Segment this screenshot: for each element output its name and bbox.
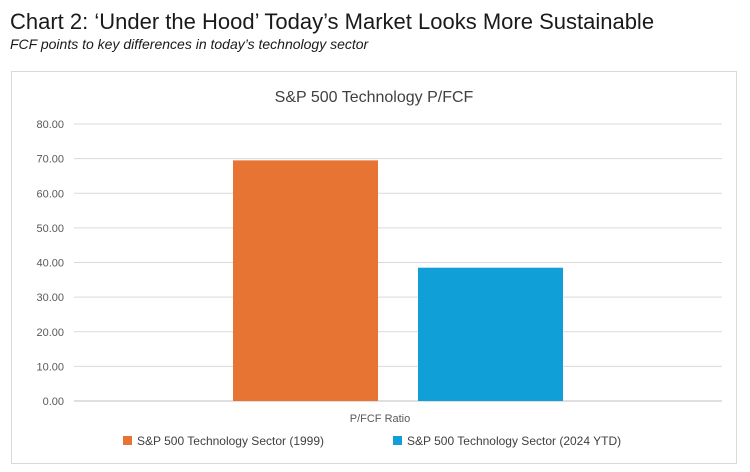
- y-tick-label: 0.00: [43, 396, 64, 408]
- legend: S&P 500 Technology Sector (1999) S&P 500 …: [123, 434, 621, 448]
- y-tick-label: 40.00: [36, 258, 64, 270]
- y-tick-label: 70.00: [36, 154, 64, 166]
- bar-2024-ytd: [418, 267, 563, 401]
- gridlines: [74, 123, 722, 402]
- y-tick-label: 60.00: [36, 188, 64, 200]
- y-axis-tick-labels: 0.00 10.00 20.00 30.00 40.00 50.00 60.00 70.00 8…: [36, 119, 64, 408]
- y-tick-label: 20.00: [36, 327, 64, 339]
- y-tick-label: 30.00: [36, 292, 64, 304]
- y-tick-label: 10.00: [36, 361, 64, 373]
- legend-label: S&P 500 Technology Sector (1999): [137, 434, 324, 448]
- heading: Chart 2: ‘Under the Hood’ Today’s Market…: [10, 8, 745, 53]
- legend-swatch: [123, 436, 132, 445]
- page-title: Chart 2: ‘Under the Hood’ Today’s Market…: [10, 9, 655, 34]
- chart-title: S&P 500 Technology P/FCF: [275, 89, 474, 106]
- legend-label: S&P 500 Technology Sector (2024 YTD): [407, 434, 621, 448]
- y-tick-label: 50.00: [36, 223, 64, 235]
- legend-swatch: [393, 436, 402, 445]
- chart-frame: S&P 500 Technology P/FCF 0.00 10.00 20.00 3…: [11, 71, 737, 464]
- bar-1999: [233, 160, 378, 401]
- x-category-label: P/FCF Ratio: [350, 413, 411, 425]
- page-subtitle: FCF points to key differences in today’s…: [10, 36, 369, 52]
- y-tick-label: 80.00: [36, 119, 64, 131]
- bars: [233, 160, 563, 401]
- bar-chart: S&P 500 Technology P/FCF 0.00 10.00 20.00 3…: [36, 89, 722, 448]
